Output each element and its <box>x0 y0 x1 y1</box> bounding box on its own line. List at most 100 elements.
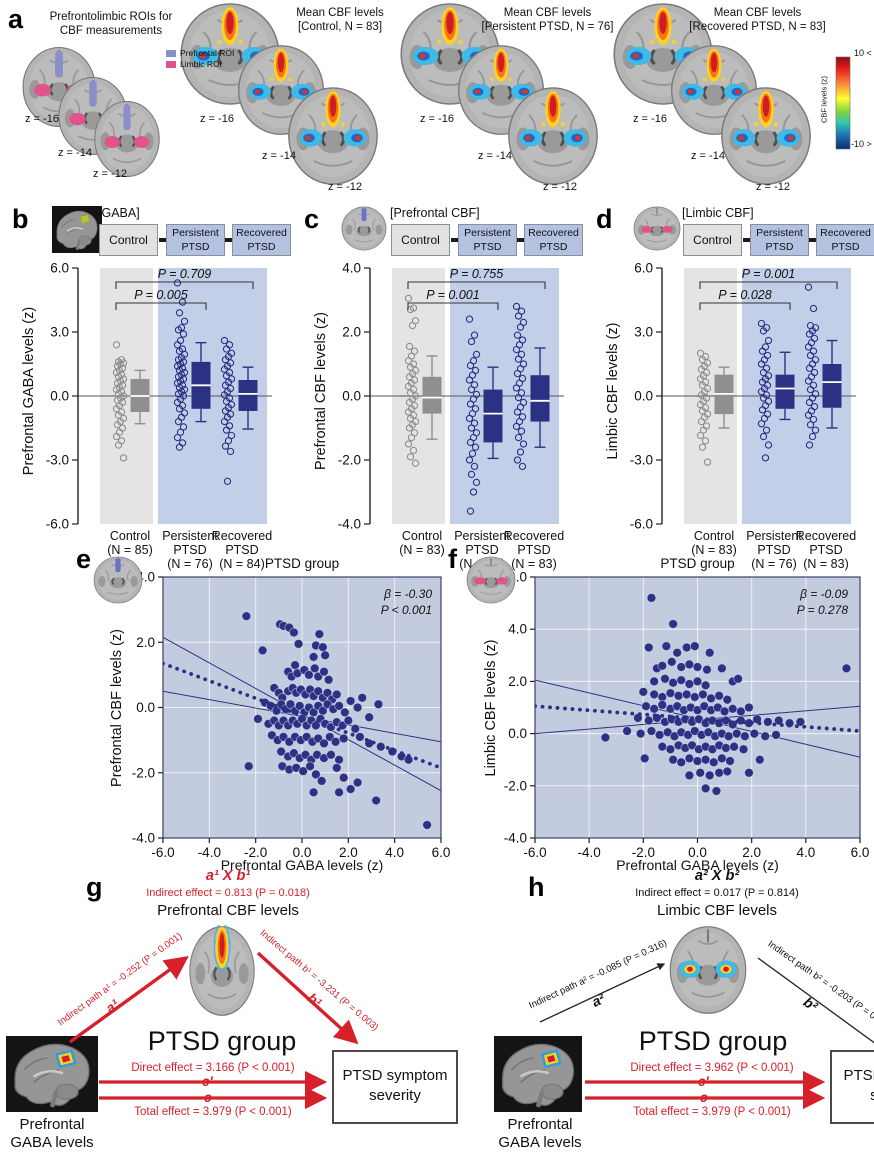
strip-point <box>220 336 229 345</box>
scatter-point <box>749 728 760 739</box>
hdr-line: Persistent <box>172 227 219 239</box>
scatter-point <box>717 663 727 674</box>
panel-h-total-symbol: c <box>700 1090 708 1105</box>
scatter-point <box>313 686 324 696</box>
scatter-point <box>309 663 320 674</box>
strip-point <box>221 407 230 415</box>
cbf-title-control-line2: [Control, N = 83] <box>297 21 383 34</box>
group-label: Control <box>110 529 150 543</box>
scatter-point <box>702 664 712 675</box>
scatter-point <box>364 712 374 723</box>
strip-point <box>512 384 521 392</box>
panel-h-direct-symbol: c′ <box>698 1074 709 1089</box>
strip-point <box>114 411 123 419</box>
scatter-point <box>708 757 719 768</box>
strip-point <box>406 305 415 314</box>
strip-point <box>757 319 766 328</box>
panel-d-measure: [Limbic CBF] <box>682 206 754 220</box>
strip-point <box>466 438 475 447</box>
hdr-line: PTSD <box>247 240 276 253</box>
box-d-1 <box>775 374 795 409</box>
scatter-point <box>725 756 735 766</box>
strip-point <box>514 433 523 442</box>
strip-point <box>472 478 481 487</box>
ytick-label: 0.0 <box>136 700 155 715</box>
header-connector <box>225 238 232 242</box>
legend-prefrontal-roi: Prefrontal ROI <box>166 48 234 58</box>
header-connector <box>743 238 750 242</box>
scatter-point <box>684 770 695 781</box>
xtick-label: -6.0 <box>151 845 174 860</box>
ytick-label: 2.0 <box>508 674 527 689</box>
panel-h-path-a-symbol: a² <box>589 990 608 1010</box>
hdr-line: PTSD <box>765 240 794 253</box>
scatter-point <box>289 627 299 638</box>
scatter-point <box>700 680 711 691</box>
box-c-0 <box>422 376 442 414</box>
strip-point <box>406 414 415 423</box>
strip-point <box>466 507 475 515</box>
strip-point <box>113 421 122 429</box>
strip-point <box>406 453 415 461</box>
scatter-point <box>738 744 749 755</box>
strip-point <box>470 331 479 339</box>
scatter-point <box>340 707 350 718</box>
strip-point <box>517 427 526 435</box>
strip-point <box>758 378 767 386</box>
strip-point <box>404 294 413 303</box>
strip-point <box>466 361 475 370</box>
strip-point <box>408 321 417 330</box>
panel-h-product: a² X b² <box>694 868 740 884</box>
scatter-point <box>638 687 649 697</box>
panel-g-mediator-brain <box>189 925 255 1016</box>
header-connector <box>517 238 524 242</box>
strip-point <box>759 394 768 402</box>
panel-g: g a¹ X b¹ Indirect effect = 0.813 (P = 0… <box>0 868 462 1158</box>
strip-point <box>469 488 478 496</box>
group-label: Persistent <box>746 529 802 543</box>
strip-point <box>465 376 474 384</box>
p-value-label: P = 0.709 <box>158 267 211 281</box>
ytick-label: -3.0 <box>630 453 653 468</box>
xtick-label: 4.0 <box>385 845 404 860</box>
strip-point <box>179 330 188 338</box>
strip-point <box>519 440 528 448</box>
strip-point <box>112 432 121 441</box>
panel-a-cbf-slice <box>721 87 811 185</box>
ytick-label: -4.0 <box>338 517 361 532</box>
scatter-point <box>665 744 676 755</box>
panel-h-total-label: Total effect = 3.979 (P < 0.001) <box>633 1106 791 1118</box>
strip-point <box>175 309 184 317</box>
strip-point <box>804 377 813 385</box>
prefrontal-roi-swatch <box>166 49 176 57</box>
group-label: Persistent <box>454 529 510 543</box>
strip-point <box>698 443 707 451</box>
scatter-point <box>676 757 687 768</box>
scatter-point <box>649 704 659 714</box>
strip-point <box>173 433 182 442</box>
scatter-point <box>257 645 268 656</box>
strip-point <box>701 437 710 445</box>
strip-point <box>405 424 414 432</box>
strip-point <box>226 447 235 456</box>
cbf2-z3: z = -12 <box>543 181 577 193</box>
cbf2-z2: z = -14 <box>478 150 512 162</box>
strip-point <box>804 283 813 291</box>
scatter-point <box>293 639 304 649</box>
group-label: PTSD <box>809 543 842 557</box>
ytick-label: 2.0 <box>342 325 361 340</box>
group-label: (N = 84) <box>219 557 265 571</box>
panel-h-path-a-label: Indirect path a² = -0.085 (P = 0.316) <box>527 937 669 1012</box>
panel-d: d [Limbic CBF] Control Persistent PTSD R… <box>584 204 874 568</box>
scatter-point <box>714 690 724 701</box>
strip-point <box>697 391 706 399</box>
strip-point <box>696 349 705 357</box>
strip-point <box>221 356 230 364</box>
cbf-title-persistent: Mean CBF levels [Persistent PTSD, N = 76… <box>450 6 645 35</box>
scatter-point <box>285 699 296 710</box>
panel-h-predictor-brain <box>494 1036 582 1112</box>
panel-h-direct-label: Direct effect = 3.962 (P < 0.001) <box>630 1062 794 1074</box>
strip-point <box>804 411 813 419</box>
scatter-point <box>657 700 668 710</box>
